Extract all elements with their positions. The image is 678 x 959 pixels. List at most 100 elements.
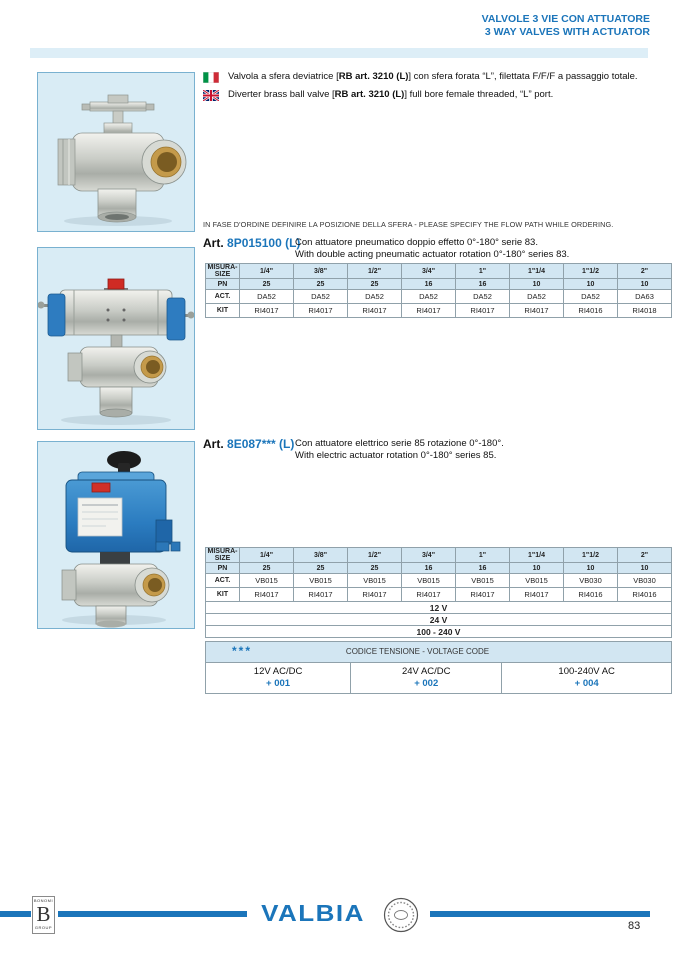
pneumatic-spec-table: MISURA-SIZE 1/4" 3/8" 1/2" 3/4" 1" 1"1/4… xyxy=(205,263,672,318)
cell: 1" xyxy=(455,263,510,279)
cell: RI4018 xyxy=(617,303,672,318)
table-row-pn: PN 25 25 25 16 16 10 10 10 xyxy=(205,562,672,574)
voltage-label: 24V AC/DC xyxy=(401,666,451,677)
description-italian: Con attuatore elettrico serie 85 rotazio… xyxy=(295,438,504,449)
cell: 100 - 240 V xyxy=(205,625,672,638)
cell: 3/8" xyxy=(293,263,348,279)
table-row-voltage-100-240v: 100 - 240 V xyxy=(205,625,672,638)
cell: DA52 xyxy=(563,289,618,304)
cell: PN xyxy=(205,278,240,290)
stars-marker: *** xyxy=(232,644,253,658)
product-photo-pneumatic-actuator xyxy=(37,247,195,430)
product-photo-electric-actuator xyxy=(37,441,195,629)
cell: 10 xyxy=(509,562,564,574)
footer-bar-right xyxy=(430,911,650,917)
cell: ACT. xyxy=(205,289,240,304)
table-row-pn: PN 25 25 25 16 16 10 10 10 xyxy=(205,278,672,290)
article-number: 8E087*** (L) xyxy=(227,437,295,451)
cell: 1/2" xyxy=(347,263,402,279)
article-number: 8P015100 (L) xyxy=(227,236,301,250)
cell: 16 xyxy=(401,278,456,290)
cell: RI4017 xyxy=(455,303,510,318)
cell: DA52 xyxy=(509,289,564,304)
cell: RI4017 xyxy=(239,587,294,602)
voltage-label: 12V AC/DC xyxy=(253,666,303,677)
table-row-kit: KIT RI4017 RI4017 RI4017 RI4017 RI4017 R… xyxy=(205,587,672,602)
intro-row-italian: Valvola a sfera deviatrice [RB art. 3210… xyxy=(203,71,671,83)
article-code-pneumatic: Art. 8P015100 (L) xyxy=(203,236,300,250)
cell: 25 xyxy=(347,278,402,290)
cell: VB015 xyxy=(509,573,564,588)
cell: KIT xyxy=(205,303,240,318)
article-code-electric: Art. 8E087*** (L) xyxy=(203,437,294,451)
cell: RI4016 xyxy=(563,303,618,318)
valbia-logo: valbia xyxy=(261,899,365,927)
cell: MISURA-SIZE xyxy=(205,263,240,279)
article-label: Art. xyxy=(203,236,224,250)
voltage-code: + 001 xyxy=(266,678,291,689)
article-description-electric: Con attuatore elettrico serie 85 rotazio… xyxy=(295,438,670,461)
page-title-english: 3 WAY VALVES WITH ACTUATOR xyxy=(484,25,650,38)
cell: 25 xyxy=(293,278,348,290)
cell: 24 V xyxy=(205,613,672,626)
description-italian: Con attuatore pneumatico doppio effetto … xyxy=(295,237,538,248)
cell: 1"1/2 xyxy=(563,547,618,563)
table-row-kit: KIT RI4017 RI4017 RI4017 RI4017 RI4017 R… xyxy=(205,303,672,318)
group-logo-top-text: BONOMI xyxy=(33,898,54,903)
cell: 2" xyxy=(617,547,672,563)
cell: MISURA-SIZE xyxy=(205,547,240,563)
cell: VB015 xyxy=(347,573,402,588)
voltage-code-header: *** CODICE TENSIONE - VOLTAGE CODE xyxy=(206,642,671,663)
header-divider-bar xyxy=(30,48,648,58)
cell: 1" xyxy=(455,547,510,563)
cell: 1/4" xyxy=(239,547,294,563)
intro-text-italian: Valvola a sfera deviatrice [RB art. 3210… xyxy=(228,71,638,82)
ball-valve-illustration xyxy=(57,94,187,226)
cell: RI4017 xyxy=(401,587,456,602)
table-row-size: MISURA-SIZE 1/4" 3/8" 1/2" 3/4" 1" 1"1/4… xyxy=(205,263,672,279)
cell: ACT. xyxy=(205,573,240,588)
electric-actuator-illustration xyxy=(61,451,181,628)
ordering-note: IN FASE D'ORDINE DEFINIRE LA POSIZIONE D… xyxy=(203,220,614,229)
cell: 1"1/4 xyxy=(509,263,564,279)
cell: RI4017 xyxy=(293,587,348,602)
cell: 1/2" xyxy=(347,547,402,563)
cell: VB015 xyxy=(401,573,456,588)
intro-text: Valvola a sfera deviatrice [RB art. 3210… xyxy=(203,71,671,107)
cell: 10 xyxy=(563,278,618,290)
cell: DA52 xyxy=(293,289,348,304)
cell: VB030 xyxy=(617,573,672,588)
cell: RI4017 xyxy=(509,303,564,318)
page-header: VALVOLE 3 VIE CON ATTUATORE 3 WAY VALVES… xyxy=(482,13,650,38)
cell: 3/4" xyxy=(401,263,456,279)
cell: RI4017 xyxy=(239,303,294,318)
cell: 1/4" xyxy=(239,263,294,279)
description-english: With electric actuator rotation 0°-180° … xyxy=(295,449,497,461)
cell: 3/4" xyxy=(401,547,456,563)
cell: 16 xyxy=(401,562,456,574)
page-title-italian: VALVOLE 3 VIE CON ATTUATORE xyxy=(481,13,650,25)
intro-row-english: Diverter brass ball valve [RB art. 3210 … xyxy=(203,89,671,101)
voltage-code-title: CODICE TENSIONE - VOLTAGE CODE xyxy=(345,647,490,656)
cell: RI4017 xyxy=(347,587,402,602)
cell: DA52 xyxy=(239,289,294,304)
cell: VB015 xyxy=(239,573,294,588)
cell: RI4017 xyxy=(455,587,510,602)
cell: 10 xyxy=(509,278,564,290)
cell: 25 xyxy=(347,562,402,574)
cell: 12 V xyxy=(205,601,672,614)
italy-flag-icon xyxy=(203,72,219,83)
cell: 3/8" xyxy=(293,547,348,563)
table-row-voltage-12v: 12 V xyxy=(205,601,672,614)
article-description-pneumatic: Con attuatore pneumatico doppio effetto … xyxy=(295,237,670,260)
pneumatic-actuator-illustration xyxy=(38,278,194,425)
uk-flag-icon xyxy=(203,90,219,101)
cell: RI4017 xyxy=(401,303,456,318)
article-label: Art. xyxy=(203,437,224,451)
voltage-code: + 002 xyxy=(414,678,439,689)
cell: PN xyxy=(205,562,240,574)
cell: 10 xyxy=(617,562,672,574)
cell: VB030 xyxy=(563,573,618,588)
voltage-code: + 004 xyxy=(574,678,599,689)
description-english: With double acting pneumatic actuator ro… xyxy=(295,248,570,260)
